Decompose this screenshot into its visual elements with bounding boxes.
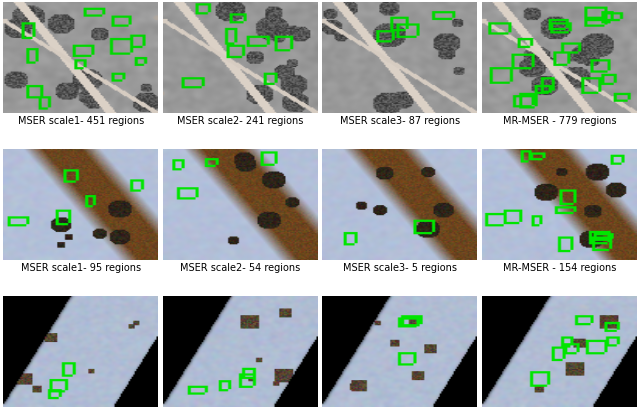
X-axis label: MSER scale2- 241 regions: MSER scale2- 241 regions	[177, 116, 303, 126]
X-axis label: MR-MSER - 779 regions: MR-MSER - 779 regions	[502, 116, 616, 126]
X-axis label: MSER scale3- 87 regions: MSER scale3- 87 regions	[340, 116, 460, 126]
X-axis label: MSER scale2- 54 regions: MSER scale2- 54 regions	[180, 263, 300, 273]
X-axis label: MSER scale3- 5 regions: MSER scale3- 5 regions	[343, 263, 457, 273]
X-axis label: MSER scale1- 451 regions: MSER scale1- 451 regions	[17, 116, 144, 126]
X-axis label: MSER scale1- 95 regions: MSER scale1- 95 regions	[20, 263, 141, 273]
X-axis label: MR-MSER - 154 regions: MR-MSER - 154 regions	[502, 263, 616, 273]
